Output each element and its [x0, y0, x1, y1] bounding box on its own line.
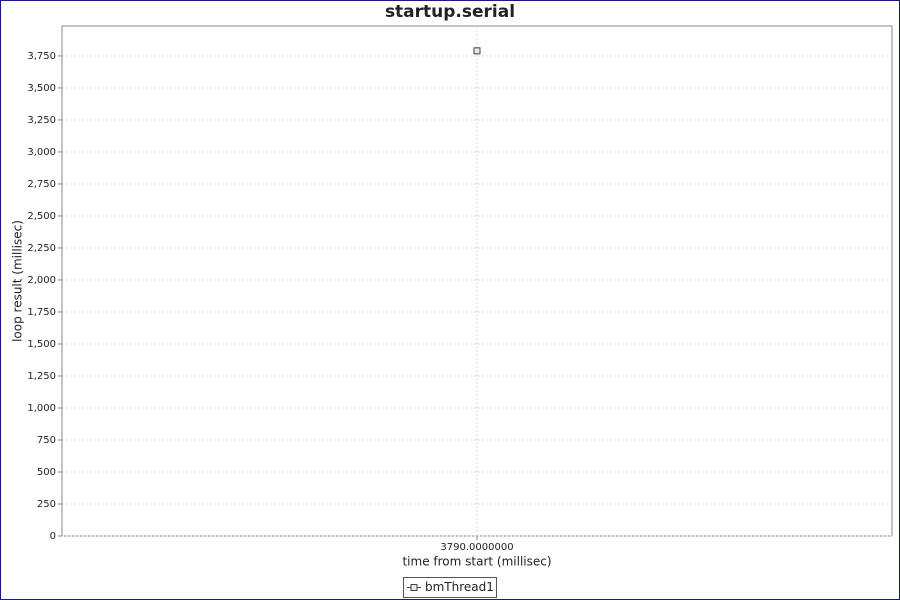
- legend: [403, 577, 497, 598]
- y-tick-label: 3,500: [27, 83, 56, 94]
- x-axis-label: time from start (millisec): [402, 555, 551, 569]
- y-tick-label: 1,500: [27, 339, 56, 350]
- y-tick-label: 1,000: [27, 403, 56, 414]
- y-tick-label: 1,250: [27, 371, 56, 382]
- y-axis-label: loop result (millisec): [11, 220, 25, 342]
- chart-title: startup.serial: [385, 2, 515, 22]
- y-tick-label: 0: [50, 531, 56, 542]
- y-tick-label: 1,750: [27, 307, 56, 318]
- y-tick-label: 2,750: [27, 179, 56, 190]
- y-tick-label: 3,750: [27, 51, 56, 62]
- point-marker: [473, 47, 481, 55]
- x-tick-label: 3790.0000000: [440, 542, 513, 553]
- legend-label: bmThread1: [425, 580, 494, 594]
- y-tick-label: 750: [37, 435, 56, 446]
- y-tick-label: 2,000: [27, 275, 56, 286]
- y-tick-label: 2,250: [27, 243, 56, 254]
- legend-marker: [410, 584, 418, 591]
- y-tick-label: 3,000: [27, 147, 56, 158]
- y-tick-label: 250: [37, 499, 56, 510]
- y-tick-label: 3,250: [27, 115, 56, 126]
- y-tick-label: 500: [37, 467, 56, 478]
- y-tick-label: 2,500: [27, 211, 56, 222]
